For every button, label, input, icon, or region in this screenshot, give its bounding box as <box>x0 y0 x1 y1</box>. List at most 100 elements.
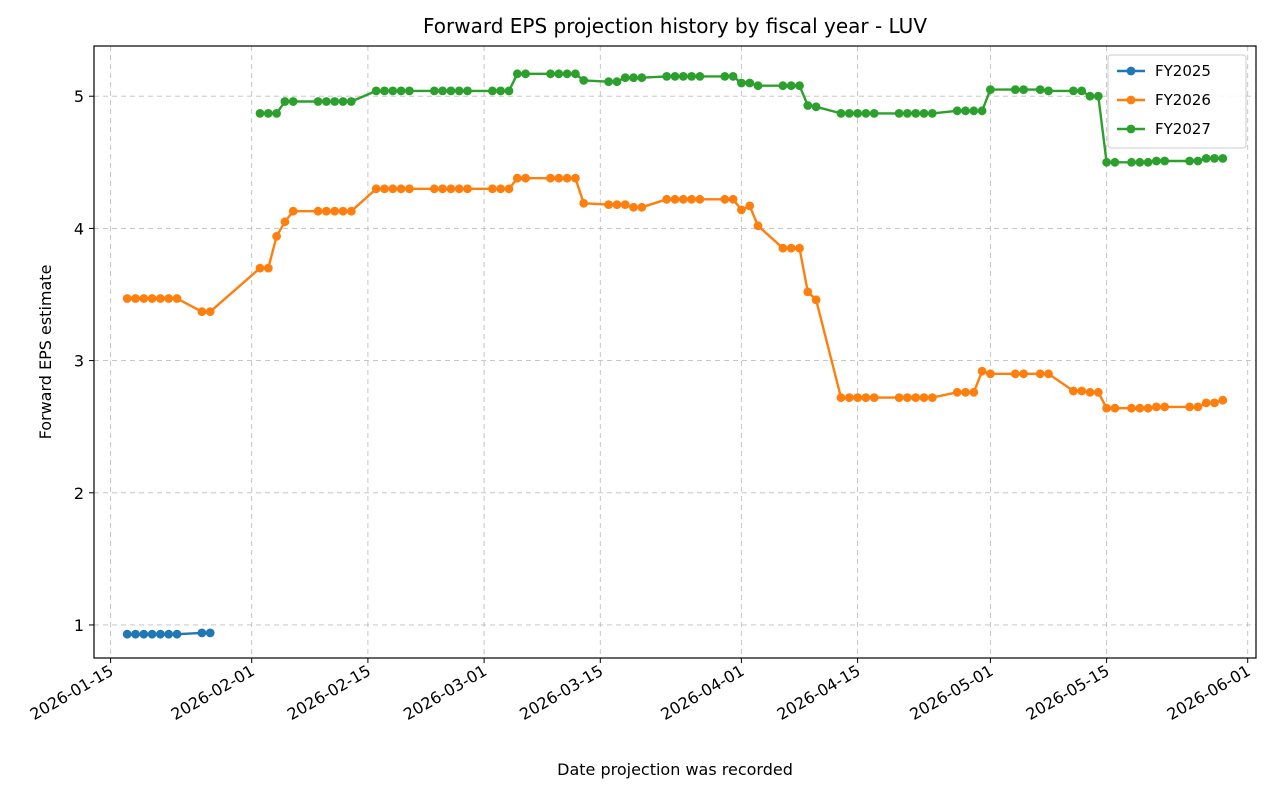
data-point <box>786 243 796 253</box>
data-point <box>803 101 813 110</box>
legend-label-fy2026: FY2026 <box>1155 91 1211 109</box>
data-point <box>322 97 331 106</box>
series-fy2026 <box>122 173 1228 413</box>
data-point <box>670 194 680 204</box>
data-point <box>1035 85 1045 94</box>
data-point <box>1185 156 1194 166</box>
data-point <box>429 86 439 96</box>
data-point <box>1085 387 1095 397</box>
y-axis-title: Forward EPS estimate <box>36 265 55 440</box>
data-point <box>911 109 921 118</box>
data-point <box>446 86 456 96</box>
y-axis: 1 2 3 4 5 <box>74 87 94 635</box>
series-fy2025 <box>122 628 215 639</box>
data-point <box>446 184 456 194</box>
data-point <box>488 86 497 96</box>
legend-box <box>1107 54 1247 149</box>
data-point <box>388 86 398 96</box>
data-point <box>1143 157 1153 167</box>
data-point <box>512 69 522 79</box>
data-point <box>844 393 854 402</box>
data-point <box>662 194 672 204</box>
data-point <box>753 221 763 231</box>
data-point <box>205 628 215 638</box>
data-point <box>164 629 174 639</box>
series-fy2027 <box>255 69 1228 167</box>
chart-title: Forward EPS projection history by fiscal… <box>423 14 927 38</box>
data-point <box>753 81 763 91</box>
data-point <box>1110 403 1120 413</box>
data-point <box>1210 398 1219 408</box>
y-tick-label: 5 <box>74 87 84 106</box>
data-point <box>579 198 589 208</box>
legend-label-fy2027: FY2027 <box>1155 120 1211 138</box>
grid-lines <box>94 46 1256 658</box>
data-point <box>853 109 862 118</box>
data-point <box>778 81 788 91</box>
data-point <box>695 194 705 204</box>
data-point <box>139 294 149 303</box>
data-point <box>288 206 298 216</box>
data-point <box>280 217 290 227</box>
data-point <box>1085 91 1095 101</box>
data-point <box>728 72 738 81</box>
data-point <box>919 393 929 402</box>
data-point <box>803 287 813 297</box>
data-point <box>919 109 929 118</box>
data-point <box>330 206 340 216</box>
data-point <box>1152 402 1161 412</box>
legend-marker-fy2026 <box>1126 95 1136 105</box>
data-point <box>396 86 406 96</box>
data-point <box>911 393 921 402</box>
data-point <box>903 109 912 118</box>
data-point <box>836 393 846 402</box>
data-point <box>1193 402 1203 412</box>
data-point <box>521 173 530 183</box>
data-point <box>554 173 564 183</box>
data-point <box>1110 157 1120 167</box>
data-point <box>778 243 788 253</box>
data-point <box>338 206 348 216</box>
data-point <box>405 86 414 96</box>
data-point <box>836 109 846 118</box>
data-point <box>255 263 265 273</box>
data-point <box>869 109 879 118</box>
data-point <box>272 231 281 241</box>
y-tick-label: 2 <box>74 484 84 503</box>
data-point <box>637 73 647 83</box>
data-point <box>869 393 879 402</box>
data-point <box>969 387 979 397</box>
data-point <box>512 173 522 183</box>
data-point <box>745 201 755 211</box>
legend: FY2025 FY2026 FY2027 <box>1107 54 1247 149</box>
data-point <box>346 97 356 106</box>
data-point <box>969 106 979 116</box>
data-point <box>1143 403 1153 413</box>
data-point <box>554 69 564 79</box>
data-point <box>604 200 613 210</box>
data-point <box>322 206 331 216</box>
data-point <box>1093 91 1103 101</box>
x-axis-title: Date projection was recorded <box>557 760 793 779</box>
data-point <box>1152 156 1161 166</box>
data-point <box>263 109 273 118</box>
data-point <box>488 184 497 194</box>
data-point <box>670 72 680 81</box>
plot-frame <box>93 45 1257 659</box>
data-point <box>197 307 207 317</box>
data-point <box>977 106 987 116</box>
data-point <box>678 72 688 81</box>
data-point <box>263 263 273 273</box>
data-point <box>562 69 572 79</box>
y-tick-label: 4 <box>74 219 84 238</box>
data-point <box>861 393 871 402</box>
data-point <box>728 194 738 204</box>
data-point <box>687 72 696 81</box>
data-point <box>986 369 995 379</box>
data-point <box>844 109 854 118</box>
data-point <box>496 86 506 96</box>
data-point <box>346 206 356 216</box>
data-point <box>1218 154 1228 163</box>
data-point <box>371 184 381 194</box>
